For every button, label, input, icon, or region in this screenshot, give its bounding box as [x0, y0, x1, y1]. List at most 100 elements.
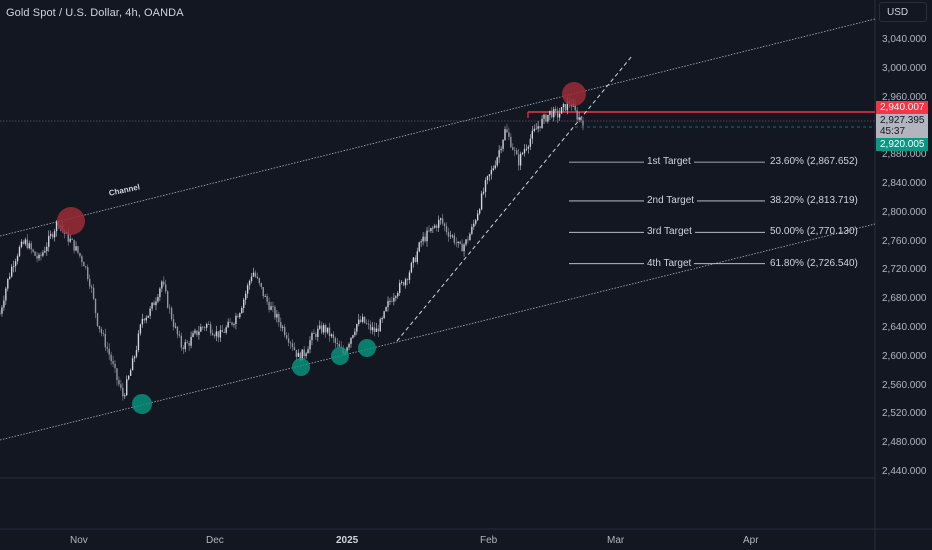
candle-body — [122, 387, 124, 397]
candle-body — [424, 236, 426, 242]
y-tick-label: 2,440.000 — [882, 466, 927, 477]
candle-body — [307, 349, 309, 354]
candle-body — [285, 335, 288, 339]
candle-body — [219, 330, 222, 338]
candle-body — [90, 286, 93, 288]
candle-body — [578, 117, 580, 120]
candle-body — [295, 349, 298, 357]
candle-body — [254, 272, 257, 277]
candle-body — [297, 352, 300, 357]
candle-body — [85, 266, 87, 268]
candle-body — [276, 313, 278, 318]
candle-body — [73, 239, 75, 251]
candle-body — [328, 327, 331, 337]
candle-body — [217, 331, 220, 338]
candle-body — [451, 235, 454, 237]
candle-body — [373, 327, 376, 332]
candle-body — [519, 153, 522, 166]
candle-body — [488, 174, 491, 177]
candle-body — [48, 235, 50, 247]
candle-body — [478, 209, 481, 214]
candle-body — [385, 307, 387, 312]
candle-body — [270, 306, 272, 310]
candle-body — [49, 234, 52, 236]
candle-body — [484, 180, 487, 192]
candle-body — [192, 333, 194, 337]
candle-body — [434, 225, 436, 228]
candle-body — [326, 327, 329, 333]
bottom-marker-jan2 — [358, 339, 376, 357]
candle-body — [10, 266, 13, 277]
candle-body — [430, 228, 432, 232]
candle-body — [517, 154, 520, 166]
candle-body — [166, 291, 169, 308]
candle-body — [211, 333, 214, 336]
candle-body — [46, 246, 48, 251]
candle-body — [204, 327, 206, 329]
candle-body — [441, 218, 444, 224]
y-tick-label: 2,480.000 — [882, 437, 927, 449]
candle-body — [71, 238, 73, 240]
channel-lower-line — [0, 223, 876, 441]
candle-body — [551, 110, 553, 118]
candle-body — [184, 342, 186, 350]
candle-body — [494, 165, 496, 169]
candle-body — [363, 316, 366, 324]
candle-body — [118, 380, 120, 385]
candle-body — [475, 220, 477, 224]
candle-body — [426, 230, 428, 242]
candle-body — [367, 323, 370, 325]
y-tick-label: 2,800.000 — [882, 206, 927, 218]
trend-line — [396, 55, 633, 342]
candle-body — [414, 257, 417, 262]
candle-body — [576, 110, 578, 120]
candle-body — [555, 108, 557, 111]
candle-body — [361, 316, 364, 322]
y-tick-label: 2,760.000 — [882, 235, 927, 247]
candle-body — [338, 344, 340, 347]
candle-body — [36, 255, 38, 259]
candle-body — [467, 239, 469, 241]
candle-body — [168, 307, 171, 309]
candle-body — [239, 313, 241, 318]
candle-body — [293, 347, 296, 350]
candle-body — [350, 337, 352, 344]
candle-body — [207, 324, 210, 325]
candle-body — [274, 306, 276, 318]
candle-body — [237, 315, 239, 318]
candle-body — [18, 246, 21, 257]
candle-body — [490, 169, 493, 175]
candle-body — [100, 329, 103, 334]
candle-body — [81, 256, 83, 263]
candle-body — [202, 326, 204, 328]
candle-body — [77, 246, 79, 253]
candle-body — [112, 361, 114, 364]
candle-body — [248, 280, 251, 286]
candle-body — [124, 395, 126, 397]
candles — [0, 96, 584, 401]
candle-body — [88, 278, 91, 287]
candle-body — [317, 328, 319, 338]
candle-body — [463, 244, 465, 252]
candle-body — [75, 246, 77, 251]
currency-button[interactable]: USD — [879, 2, 927, 22]
candle-body — [190, 336, 192, 346]
candle-body — [30, 243, 32, 250]
candle-body — [334, 338, 337, 343]
channel-upper-line — [0, 18, 876, 237]
y-tick-label: 2,720.000 — [882, 264, 927, 276]
candle-body — [553, 108, 555, 118]
candle-body — [87, 267, 89, 279]
candle-body — [42, 252, 44, 256]
candle-body — [53, 231, 56, 238]
candle-body — [354, 331, 356, 336]
candle-body — [133, 356, 136, 359]
candle-body — [145, 317, 147, 321]
candle-body — [457, 241, 459, 243]
top-marker-feb — [562, 82, 586, 106]
candle-body — [566, 101, 569, 111]
candle-body — [395, 296, 397, 298]
candle-body — [539, 126, 541, 128]
candle-body — [330, 334, 333, 337]
